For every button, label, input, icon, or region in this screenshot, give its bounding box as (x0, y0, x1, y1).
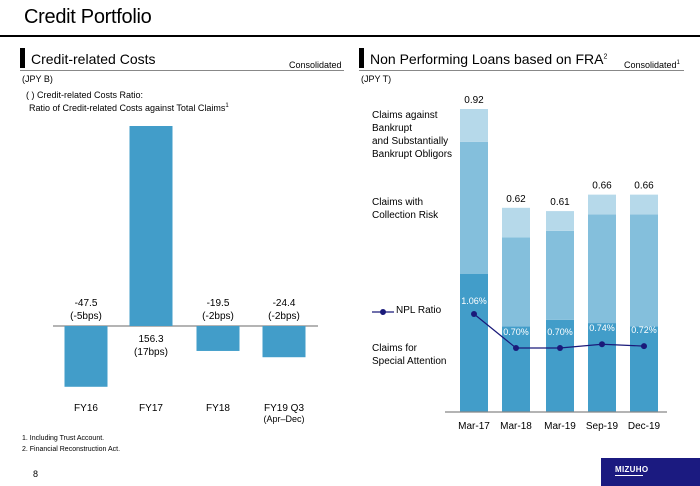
npl-ratio-label: 0.72% (631, 325, 657, 335)
bar-fy16 (64, 326, 108, 387)
x-tick-label: FY18 (206, 403, 230, 414)
legend-npl-ratio: NPL Ratio (396, 305, 442, 316)
logo-text: MIZUHO (615, 465, 649, 474)
ratio-note-text: Ratio of Credit-related Costs against To… (29, 103, 226, 113)
segment-collection-risk (460, 141, 488, 274)
npl-line-icon (372, 309, 394, 315)
left-section-divider (20, 70, 344, 71)
segment-bankrupt (588, 194, 616, 215)
legend-bankrupt-line: Bankrupt Obligors (372, 149, 453, 160)
right-section-divider (359, 70, 684, 71)
section-marker (359, 48, 364, 68)
data-label: -24.4 (273, 298, 296, 309)
ratio-label: (17bps) (134, 347, 168, 358)
segment-bankrupt (502, 207, 530, 238)
legend-collection-line: Collection Risk (372, 210, 439, 221)
section-marker (20, 48, 25, 68)
npl-title-footnote-ref: 2 (603, 53, 608, 61)
total-label: 0.62 (506, 194, 526, 205)
npl-title-text: Non Performing Loans based on FRA (370, 51, 604, 67)
npl-ratio-point (513, 345, 519, 351)
x-tick-label: Sep-19 (586, 421, 619, 432)
segment-collection-risk (546, 230, 574, 320)
x-tick-label: Dec-19 (628, 421, 661, 432)
mizuho-logo: MIZUHO (601, 458, 700, 486)
x-tick-label: FY17 (139, 403, 163, 414)
legend-bankrupt-line: Bankrupt (372, 123, 413, 134)
x-tick-sublabel: (Apr–Dec) (263, 414, 304, 424)
npl-ratio-point (641, 343, 647, 350)
segment-bankrupt (630, 194, 658, 215)
npl-ratio-label: 1.06% (461, 296, 487, 306)
legend-special-line: Special Attention (372, 356, 447, 367)
bar-fy17 (129, 126, 173, 326)
left-section-title: Credit-related Costs (31, 51, 156, 67)
x-tick-label: Mar-19 (544, 421, 576, 432)
total-label: 0.66 (634, 181, 654, 192)
legend-special-line: Claims for (372, 343, 418, 354)
footnote-2: 2. Financial Reconstruction Act. (22, 446, 121, 453)
credit-costs-chart: -47.5 (-5bps) FY16 156.3 (17bps) FY17 -19.5 (-2… (53, 126, 318, 424)
legend-bankrupt: Claims against Bankrupt and Substantiall… (372, 109, 452, 161)
segment-special-attention (460, 273, 488, 412)
total-label: 0.66 (592, 181, 612, 192)
right-unit-label: (JPY T) (361, 74, 392, 84)
scope-footnote-ref: 1 (676, 60, 680, 66)
ratio-label: (-2bps) (202, 311, 234, 322)
page-number: 8 (33, 469, 39, 479)
bar-fy19-q3 (262, 326, 306, 358)
left-section-scope: Consolidated (289, 60, 342, 70)
logo-swoosh (615, 475, 643, 476)
segment-special-attention (546, 319, 574, 412)
npl-chart: 0.92 Mar-17 0.62 Mar-18 0.61 Mar-19 0.66 Sep-19… (445, 95, 667, 432)
npl-ratio-point (471, 311, 477, 317)
npl-ratio-label: 0.70% (547, 327, 573, 337)
legend-bankrupt-line: Claims against (372, 110, 438, 121)
segment-special-attention (588, 323, 616, 412)
npl-ratio-point (599, 341, 605, 348)
title-divider (0, 35, 700, 37)
data-label: 156.3 (138, 334, 163, 345)
total-label: 0.61 (550, 197, 570, 208)
x-tick-label: Mar-17 (458, 421, 490, 432)
ratio-label: (-5bps) (70, 311, 102, 322)
segment-bankrupt (460, 109, 488, 142)
npl-ratio-point (557, 345, 563, 351)
segment-bankrupt (546, 211, 574, 231)
footnote-1: 1. Including Trust Account. (22, 435, 105, 442)
legend-collection: Claims with Collection Risk (372, 196, 438, 222)
npl-ratio-label: 0.70% (503, 327, 529, 337)
segment-collection-risk (502, 237, 530, 327)
right-section-title: Non Performing Loans based on FRA2 (370, 51, 607, 67)
npl-ratio-legend-marker (371, 305, 395, 317)
ratio-label: (-2bps) (268, 311, 300, 322)
x-tick-label: FY19 Q3 (264, 403, 304, 414)
right-section-scope: Consolidated1 (624, 60, 680, 70)
segment-special-attention (630, 326, 658, 412)
legend-collection-line: Claims with (372, 197, 424, 208)
segment-collection-risk (588, 214, 616, 324)
legend-bankrupt-line: and Substantially (372, 136, 449, 147)
ratio-note-footnote-ref: 1 (225, 103, 229, 109)
x-tick-label: Mar-18 (500, 421, 532, 432)
x-tick-label: FY16 (74, 403, 98, 414)
legend-special: Claims for Special Attention (372, 342, 447, 368)
segment-special-attention (502, 326, 530, 412)
scope-text: Consolidated (624, 60, 677, 70)
segment-collection-risk (630, 214, 658, 327)
page-title: Credit Portfolio (24, 6, 152, 28)
npl-ratio-label: 0.74% (589, 323, 615, 333)
ratio-note-line2: Ratio of Credit-related Costs against To… (29, 103, 229, 113)
ratio-note-line1: ( ) Credit-related Costs Ratio: (26, 90, 144, 100)
data-label: -19.5 (207, 298, 230, 309)
left-unit-label: (JPY B) (22, 74, 53, 84)
bar-fy18 (196, 326, 240, 351)
total-label: 0.92 (464, 95, 484, 106)
data-label: -47.5 (75, 298, 98, 309)
